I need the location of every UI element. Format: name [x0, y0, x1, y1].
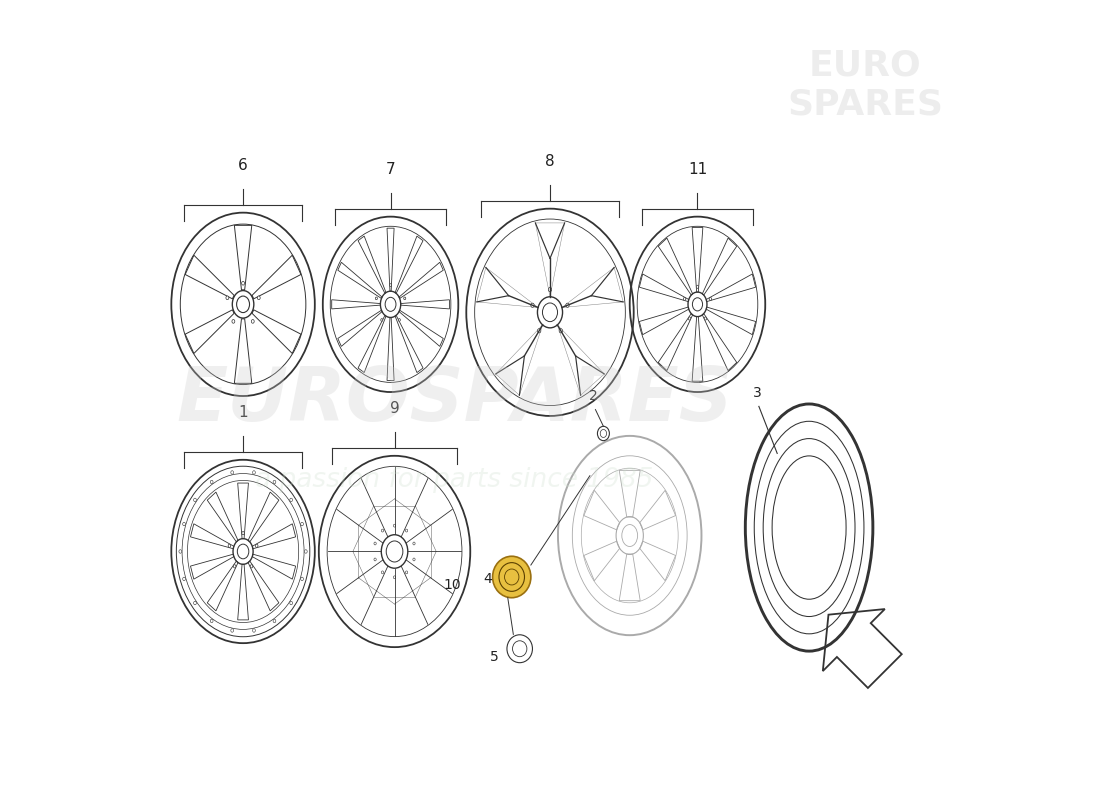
- Ellipse shape: [389, 284, 392, 286]
- Ellipse shape: [374, 542, 376, 545]
- Ellipse shape: [565, 303, 569, 307]
- Text: 1: 1: [239, 405, 248, 420]
- Ellipse shape: [183, 522, 186, 526]
- Ellipse shape: [250, 565, 253, 568]
- Text: 11: 11: [688, 162, 707, 177]
- Ellipse shape: [232, 319, 234, 323]
- Text: 8: 8: [546, 154, 554, 169]
- Ellipse shape: [210, 480, 213, 484]
- Ellipse shape: [194, 498, 196, 502]
- Ellipse shape: [242, 531, 244, 534]
- Ellipse shape: [273, 619, 276, 622]
- Ellipse shape: [493, 556, 531, 598]
- Ellipse shape: [704, 317, 706, 320]
- Ellipse shape: [228, 544, 231, 547]
- Text: EUROSPARES: EUROSPARES: [176, 363, 733, 437]
- Ellipse shape: [305, 550, 307, 554]
- Ellipse shape: [548, 287, 552, 291]
- Ellipse shape: [289, 602, 293, 605]
- Ellipse shape: [404, 297, 406, 300]
- Ellipse shape: [251, 319, 254, 323]
- Text: 4: 4: [483, 571, 492, 586]
- Ellipse shape: [412, 558, 415, 561]
- Ellipse shape: [255, 544, 258, 547]
- Text: 2: 2: [590, 389, 598, 403]
- Ellipse shape: [406, 571, 408, 574]
- Ellipse shape: [382, 529, 384, 532]
- Ellipse shape: [538, 329, 541, 333]
- Ellipse shape: [257, 296, 261, 300]
- Ellipse shape: [289, 498, 293, 502]
- Ellipse shape: [696, 286, 698, 288]
- Ellipse shape: [381, 318, 383, 322]
- Text: 5: 5: [490, 650, 498, 664]
- Text: EURO
SPARES: EURO SPARES: [786, 48, 943, 122]
- Ellipse shape: [374, 558, 376, 561]
- Ellipse shape: [194, 602, 196, 605]
- Ellipse shape: [273, 480, 276, 484]
- Ellipse shape: [253, 629, 255, 632]
- Ellipse shape: [382, 571, 384, 574]
- Ellipse shape: [406, 529, 408, 532]
- Text: 7: 7: [386, 162, 395, 177]
- Ellipse shape: [559, 329, 562, 333]
- Ellipse shape: [375, 297, 377, 300]
- Ellipse shape: [689, 317, 691, 320]
- Text: 9: 9: [389, 401, 399, 416]
- Text: a passion for parts since 1985: a passion for parts since 1985: [255, 466, 653, 493]
- Ellipse shape: [300, 522, 304, 526]
- Ellipse shape: [394, 576, 396, 578]
- Ellipse shape: [398, 318, 400, 322]
- Ellipse shape: [231, 470, 233, 474]
- Ellipse shape: [231, 629, 233, 632]
- Ellipse shape: [242, 282, 244, 285]
- Ellipse shape: [253, 470, 255, 474]
- Ellipse shape: [179, 550, 182, 554]
- Ellipse shape: [394, 524, 396, 527]
- Ellipse shape: [531, 303, 535, 307]
- Ellipse shape: [710, 298, 712, 301]
- Text: 6: 6: [239, 158, 248, 173]
- Ellipse shape: [683, 298, 685, 301]
- Ellipse shape: [183, 577, 186, 581]
- Ellipse shape: [210, 619, 213, 622]
- Ellipse shape: [233, 565, 235, 568]
- Ellipse shape: [226, 296, 229, 300]
- Ellipse shape: [300, 577, 304, 581]
- Ellipse shape: [412, 542, 415, 545]
- Text: 10: 10: [444, 578, 462, 592]
- Text: 3: 3: [752, 386, 761, 400]
